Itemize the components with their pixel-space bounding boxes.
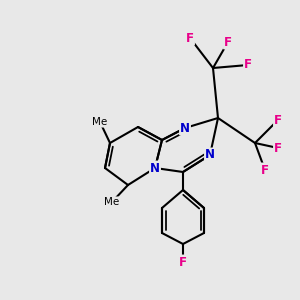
Text: Me: Me xyxy=(92,117,108,127)
Text: N: N xyxy=(150,161,160,175)
Text: F: F xyxy=(261,164,269,176)
Text: F: F xyxy=(274,113,282,127)
Text: F: F xyxy=(244,58,252,71)
Text: F: F xyxy=(186,32,194,44)
Text: N: N xyxy=(180,122,190,134)
Text: F: F xyxy=(224,35,232,49)
Text: Me: Me xyxy=(104,197,120,207)
Text: F: F xyxy=(274,142,282,154)
Text: N: N xyxy=(205,148,215,161)
Text: F: F xyxy=(179,256,187,268)
